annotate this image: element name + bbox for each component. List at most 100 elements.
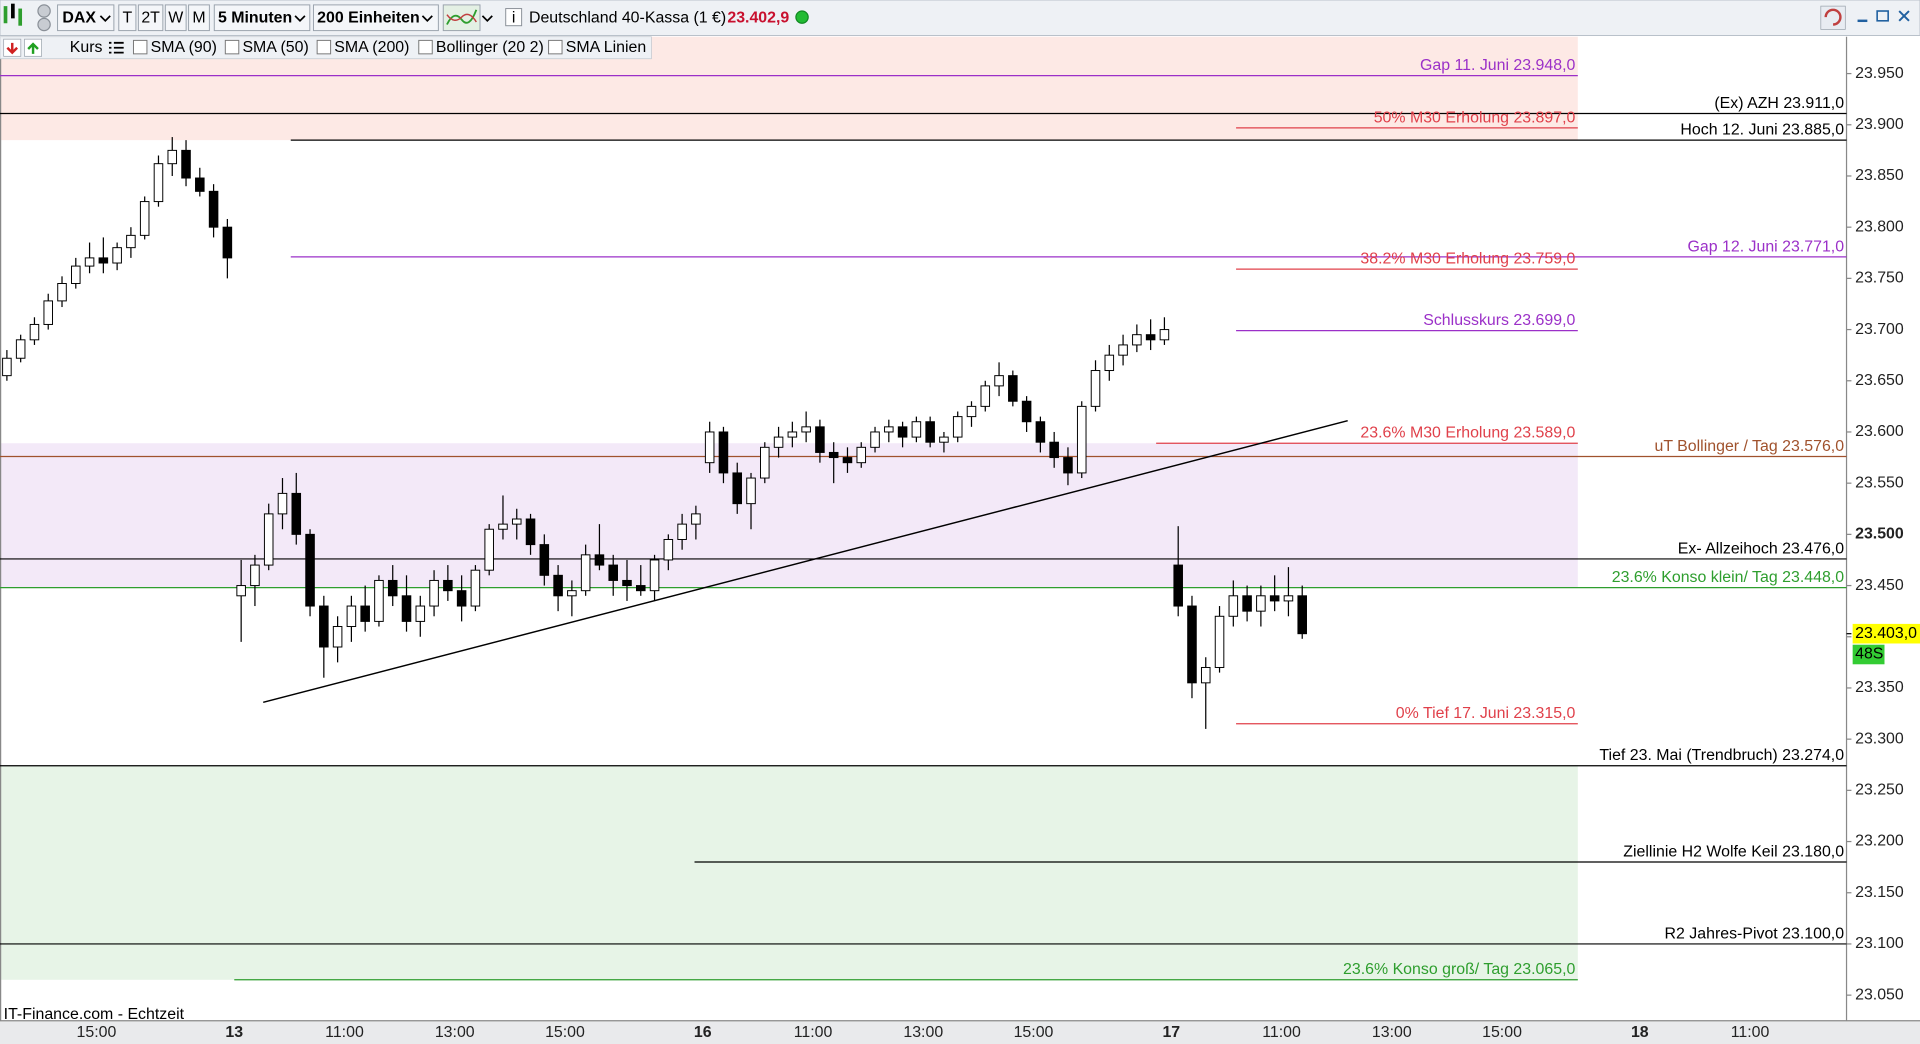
x-tick-label: 11:00 (1262, 1024, 1301, 1041)
candle-body (787, 431, 798, 438)
settings-icon[interactable] (37, 17, 51, 32)
candle-body (966, 405, 977, 418)
candle-body (415, 605, 426, 622)
candle-body (126, 234, 136, 249)
candle-body (649, 559, 660, 592)
candle-body (801, 426, 811, 433)
candle-body (525, 518, 536, 546)
zone (0, 765, 1578, 980)
level-label: R2 Jahres-Pivot 23.100,0 (1665, 925, 1845, 942)
info-glyph: i (512, 10, 516, 27)
level-label: (Ex) AZH 23.911,0 (1714, 95, 1844, 112)
candle-body (250, 564, 260, 587)
dropdown-arrow (294, 15, 306, 23)
dropdown-arrow (99, 15, 111, 23)
list-icon[interactable] (108, 41, 124, 54)
candle-body (1297, 595, 1307, 635)
candle-body (387, 579, 398, 597)
checkbox[interactable] (316, 39, 332, 55)
period-button[interactable] (164, 4, 187, 32)
candle-body (443, 579, 453, 592)
level-label: Gap 11. Juni 23.948,0 (1420, 57, 1576, 74)
last-price-label: 23.403,0 (1855, 625, 1917, 642)
period-button[interactable] (137, 4, 164, 32)
candle-body (856, 446, 867, 464)
candle-body (263, 513, 274, 566)
candle-body (1008, 375, 1018, 402)
candle-body (539, 544, 550, 576)
candle-body (980, 385, 991, 407)
candle-body (1242, 595, 1252, 612)
y-tick-label: 23.450 (1855, 577, 1904, 594)
candle-body (98, 257, 109, 264)
period-button[interactable] (118, 4, 137, 32)
indicator-label: SMA (50) (242, 39, 308, 56)
candle-body (1118, 344, 1128, 356)
x-tick-label: 15:00 (77, 1024, 117, 1041)
period: W (168, 10, 183, 27)
candle-body (153, 163, 164, 203)
checkbox[interactable] (224, 39, 240, 55)
period: 2T (141, 10, 160, 27)
candle-body (222, 226, 233, 259)
candle-body (2, 357, 12, 377)
level-label: 38.2% M30 Erholung 23.759,0 (1360, 251, 1575, 268)
symbol: DAX (62, 10, 96, 27)
units-dropdown[interactable] (312, 4, 439, 32)
candle-body (332, 626, 343, 648)
level-label: 23.6% Konso klein/ Tag 23.448,0 (1612, 569, 1844, 586)
symbol-dropdown[interactable] (57, 4, 115, 32)
y-tick-label: 23.550 (1855, 474, 1904, 491)
candle-body (635, 585, 646, 592)
indicator-icon[interactable] (442, 4, 493, 32)
candle-body (994, 375, 1004, 387)
y-tick-label: 23.600 (1855, 423, 1904, 440)
indicator-label: SMA (200) (334, 39, 409, 56)
candle-body (1159, 329, 1170, 341)
zone (0, 443, 1578, 588)
candle-body (167, 149, 178, 165)
candle-body (498, 523, 508, 530)
y-tick-label: 23.950 (1855, 65, 1904, 82)
candle-body (236, 585, 246, 597)
period-button[interactable] (188, 4, 210, 32)
settings-icon[interactable] (37, 4, 51, 18)
candle-body (346, 605, 357, 628)
checkbox[interactable] (548, 39, 563, 55)
candle-body (1132, 334, 1142, 346)
candle-body (939, 436, 949, 443)
candle-body (181, 149, 191, 179)
level-label: Ex- Allzeihoch 23.476,0 (1678, 540, 1844, 557)
period: M (192, 10, 205, 27)
candle-body (760, 446, 770, 479)
candle-body (732, 472, 743, 505)
price-indicator[interactable]: Kurs (70, 39, 103, 56)
x-tick-label: 15:00 (1014, 1024, 1054, 1041)
y-tick-label: 23.650 (1855, 372, 1904, 389)
chart-type-icon[interactable] (3, 3, 23, 26)
x-tick-label: 13:00 (1372, 1024, 1412, 1041)
candle-body (1200, 666, 1211, 684)
window-controls[interactable] (1820, 5, 1910, 30)
candle-body (1104, 354, 1115, 372)
interval-dropdown[interactable] (213, 4, 311, 32)
candle-body (704, 431, 715, 464)
y-tick-label: 23.850 (1855, 167, 1904, 184)
candle-body (884, 426, 894, 433)
candle-body (470, 569, 481, 607)
y-tick-label: 23.250 (1855, 782, 1904, 799)
checkbox[interactable] (132, 39, 148, 55)
checkbox[interactable] (418, 39, 433, 55)
candle-body (677, 523, 687, 540)
candle-body (71, 265, 81, 284)
x-tick-label: 18 (1631, 1024, 1649, 1041)
candle-body (1173, 564, 1183, 607)
x-tick-label: 13 (225, 1024, 243, 1041)
indicator-label: Bollinger (20 2) (436, 39, 544, 56)
candle-body (1256, 595, 1266, 612)
candle-body (1090, 370, 1101, 407)
candle-body (746, 477, 756, 505)
info-icon[interactable] (505, 8, 523, 27)
interval: 5 Minuten (218, 10, 292, 27)
